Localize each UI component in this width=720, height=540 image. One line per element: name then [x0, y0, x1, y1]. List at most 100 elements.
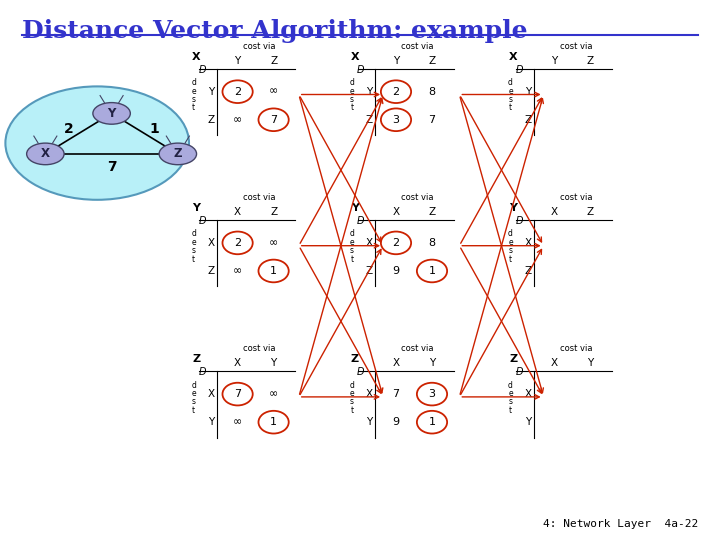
- Circle shape: [381, 109, 411, 131]
- Text: Y: Y: [525, 87, 531, 97]
- Text: s: s: [508, 95, 513, 104]
- Text: 8: 8: [428, 87, 436, 97]
- Text: X: X: [207, 389, 215, 399]
- Text: 3: 3: [392, 115, 400, 125]
- Text: e: e: [192, 238, 196, 247]
- Text: Z: Z: [366, 115, 373, 125]
- Text: d: d: [192, 78, 196, 87]
- Text: D: D: [357, 216, 364, 226]
- Text: ∞: ∞: [233, 417, 242, 427]
- Text: Y: Y: [271, 358, 276, 368]
- Text: cost via: cost via: [243, 344, 276, 353]
- Text: 3: 3: [428, 389, 436, 399]
- Text: cost via: cost via: [559, 42, 593, 51]
- Text: s: s: [350, 95, 354, 104]
- Text: Z: Z: [428, 56, 436, 66]
- Text: Y: Y: [429, 358, 435, 368]
- Text: X: X: [509, 52, 518, 62]
- Text: Z: Z: [428, 207, 436, 217]
- Text: Y: Y: [525, 417, 531, 427]
- Text: cost via: cost via: [243, 42, 276, 51]
- Text: t: t: [192, 406, 195, 415]
- Text: 7: 7: [107, 160, 117, 174]
- Text: Y: Y: [393, 56, 399, 66]
- Text: ∞: ∞: [269, 238, 278, 248]
- Text: X: X: [524, 238, 531, 248]
- Text: Y: Y: [588, 358, 593, 368]
- Text: d: d: [350, 381, 354, 389]
- Text: t: t: [351, 104, 354, 112]
- Text: Z: Z: [270, 207, 277, 217]
- Text: e: e: [192, 86, 196, 96]
- Text: Z: Z: [524, 266, 531, 276]
- Text: d: d: [192, 381, 196, 389]
- Text: Y: Y: [366, 87, 372, 97]
- Text: Y: Y: [552, 56, 557, 66]
- Ellipse shape: [6, 86, 189, 200]
- Ellipse shape: [93, 103, 130, 124]
- Circle shape: [417, 383, 447, 406]
- Text: 2: 2: [234, 87, 241, 97]
- Text: 7: 7: [234, 389, 241, 399]
- Text: ∞: ∞: [269, 87, 278, 97]
- Text: Z: Z: [587, 207, 594, 217]
- Text: X: X: [192, 52, 201, 62]
- Text: Z: Z: [270, 56, 277, 66]
- Text: e: e: [508, 389, 513, 398]
- Text: Y: Y: [235, 56, 240, 66]
- Text: 7: 7: [392, 389, 400, 399]
- Text: X: X: [551, 207, 558, 217]
- Text: Z: Z: [351, 354, 359, 364]
- Text: s: s: [192, 397, 196, 407]
- Text: D: D: [199, 65, 206, 75]
- Text: X: X: [41, 147, 50, 160]
- Circle shape: [258, 260, 289, 282]
- Text: ∞: ∞: [269, 389, 278, 399]
- Text: d: d: [350, 230, 354, 238]
- Text: D: D: [516, 216, 523, 226]
- Text: t: t: [351, 255, 354, 264]
- Text: Z: Z: [207, 115, 215, 125]
- Text: Y: Y: [208, 417, 214, 427]
- Text: D: D: [357, 367, 364, 377]
- Text: X: X: [392, 207, 400, 217]
- Circle shape: [222, 80, 253, 103]
- Circle shape: [258, 411, 289, 434]
- Text: cost via: cost via: [559, 344, 593, 353]
- Text: X: X: [366, 389, 373, 399]
- Text: d: d: [350, 78, 354, 87]
- Text: 7: 7: [270, 115, 277, 125]
- Text: s: s: [350, 397, 354, 407]
- Text: Y: Y: [107, 107, 116, 120]
- Text: 2: 2: [392, 87, 400, 97]
- Text: Z: Z: [587, 56, 594, 66]
- Text: cost via: cost via: [559, 193, 593, 202]
- Text: 2: 2: [392, 238, 400, 248]
- Text: t: t: [509, 255, 512, 264]
- Text: t: t: [509, 104, 512, 112]
- Text: 2: 2: [63, 123, 73, 136]
- Text: 9: 9: [392, 417, 400, 427]
- Text: e: e: [350, 86, 354, 96]
- Text: t: t: [192, 255, 195, 264]
- Text: d: d: [508, 381, 513, 389]
- Text: e: e: [350, 238, 354, 247]
- Text: s: s: [192, 95, 196, 104]
- Text: Z: Z: [207, 266, 215, 276]
- Text: d: d: [508, 78, 513, 87]
- Circle shape: [417, 260, 447, 282]
- Text: s: s: [350, 246, 354, 255]
- Text: Y: Y: [509, 203, 517, 213]
- Text: 1: 1: [270, 266, 277, 276]
- Text: 7: 7: [428, 115, 436, 125]
- Text: s: s: [192, 246, 196, 255]
- Text: 1: 1: [428, 266, 436, 276]
- Text: Y: Y: [208, 87, 214, 97]
- Circle shape: [381, 80, 411, 103]
- Text: e: e: [192, 389, 196, 398]
- Text: Z: Z: [366, 266, 373, 276]
- Text: e: e: [508, 86, 513, 96]
- Text: cost via: cost via: [401, 344, 434, 353]
- Text: e: e: [508, 238, 513, 247]
- Text: D: D: [516, 65, 523, 75]
